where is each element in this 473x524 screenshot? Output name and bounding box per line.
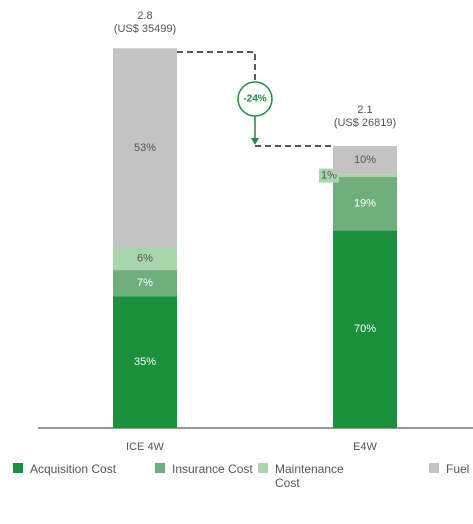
legend-label: Fuel Cost	[446, 462, 473, 476]
bar-segment	[333, 177, 397, 231]
segment-label: 7%	[137, 277, 153, 289]
total-note: (US$ 26819)	[334, 117, 396, 129]
x-tick-label: E4W	[353, 441, 377, 453]
x-tick-label: ICE 4W	[126, 441, 165, 453]
legend-label: Acquisition Cost	[30, 462, 117, 476]
legend-swatch	[13, 463, 23, 473]
arrow-head	[251, 138, 259, 145]
bar-segment	[333, 230, 397, 428]
total-label: 2.1	[357, 104, 372, 116]
segment-label: 6%	[137, 253, 153, 265]
legend-label: Insurance Cost	[172, 462, 253, 476]
legend-item: Maintenance Cost	[258, 462, 365, 490]
legend-swatch	[258, 463, 268, 473]
bar-segment	[333, 146, 397, 175]
bar-segment	[113, 48, 177, 248]
segment-label: 53%	[134, 142, 156, 154]
bar-segment	[113, 296, 177, 428]
legend-swatch	[155, 463, 165, 473]
segment-label: 35%	[134, 356, 156, 368]
legend-item: Acquisition Cost	[13, 462, 120, 476]
connector	[177, 51, 256, 82]
bar-segment	[113, 270, 177, 297]
bar-segment	[113, 247, 177, 271]
bar-segment	[333, 174, 397, 178]
segment-label: 10%	[354, 154, 376, 166]
total-label: 2.8	[137, 10, 152, 22]
annotation-circle	[237, 81, 273, 117]
legend-label: Maintenance Cost	[275, 462, 344, 490]
segment-label: 70%	[354, 323, 376, 335]
segment-label: 19%	[354, 198, 376, 210]
legend-item: Insurance Cost	[155, 462, 262, 476]
legend-item: Fuel Cost	[429, 462, 473, 476]
annotation: -24%	[243, 94, 266, 105]
legend-swatch	[429, 463, 439, 473]
total-note: (US$ 35499)	[114, 23, 176, 35]
